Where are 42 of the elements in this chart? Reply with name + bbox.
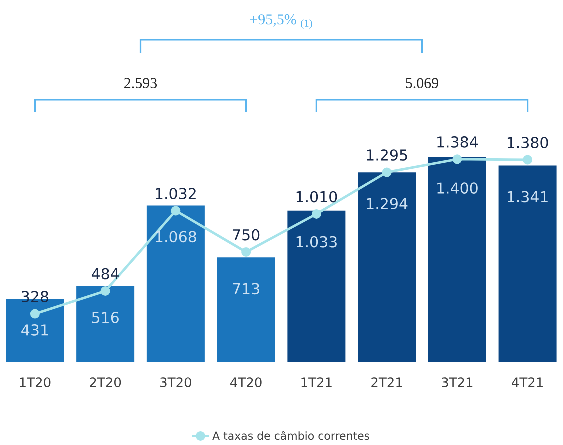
point <box>382 167 392 177</box>
bar <box>428 156 486 362</box>
data-label: 1.033 <box>296 236 337 248</box>
x-tick-label: 1T21 <box>302 377 332 388</box>
point <box>242 247 252 257</box>
text: 2.593 <box>124 78 158 88</box>
x-tick-label: 1T20 <box>20 377 51 388</box>
data-label: 431 <box>22 324 48 336</box>
bar <box>146 205 205 362</box>
x-tick-label: 3T20 <box>160 377 192 388</box>
data-label: 1.295 <box>367 149 408 161</box>
data-label: 1.010 <box>296 191 338 202</box>
bar <box>358 172 416 362</box>
data-label: 1.294 <box>367 198 408 210</box>
text: +95,5% $_{(1)}$ <box>250 14 312 29</box>
bar <box>288 210 346 362</box>
point <box>312 209 322 219</box>
x-tick-label: 3T21 <box>442 377 473 388</box>
x-tick-label: 2T20 <box>90 377 122 388</box>
data-label: 1.384 <box>438 136 478 148</box>
point <box>171 206 181 216</box>
bar <box>217 257 276 362</box>
x-tick-label: 4T20 <box>230 377 262 388</box>
data-label: 1.341 <box>508 191 548 202</box>
data-label: 750 <box>233 229 260 241</box>
text: 5.069 <box>406 78 438 88</box>
x-tick-label: 2T21 <box>372 377 402 388</box>
point <box>523 155 533 165</box>
legend-label: A taxas de câmbio correntes <box>212 430 370 440</box>
data-label: 484 <box>92 268 120 280</box>
bar <box>498 166 557 362</box>
point <box>100 286 110 296</box>
data-label: 1.068 <box>156 231 196 242</box>
data-label: 1.032 <box>156 188 196 200</box>
point <box>30 309 40 319</box>
data-label: 1.400 <box>438 182 478 194</box>
data-label: 713 <box>233 282 260 294</box>
point <box>452 154 462 164</box>
data-label: 1.380 <box>508 136 548 148</box>
bar <box>76 286 135 362</box>
data-label: 516 <box>92 312 119 324</box>
x-tick-label: 4T21 <box>512 377 543 388</box>
